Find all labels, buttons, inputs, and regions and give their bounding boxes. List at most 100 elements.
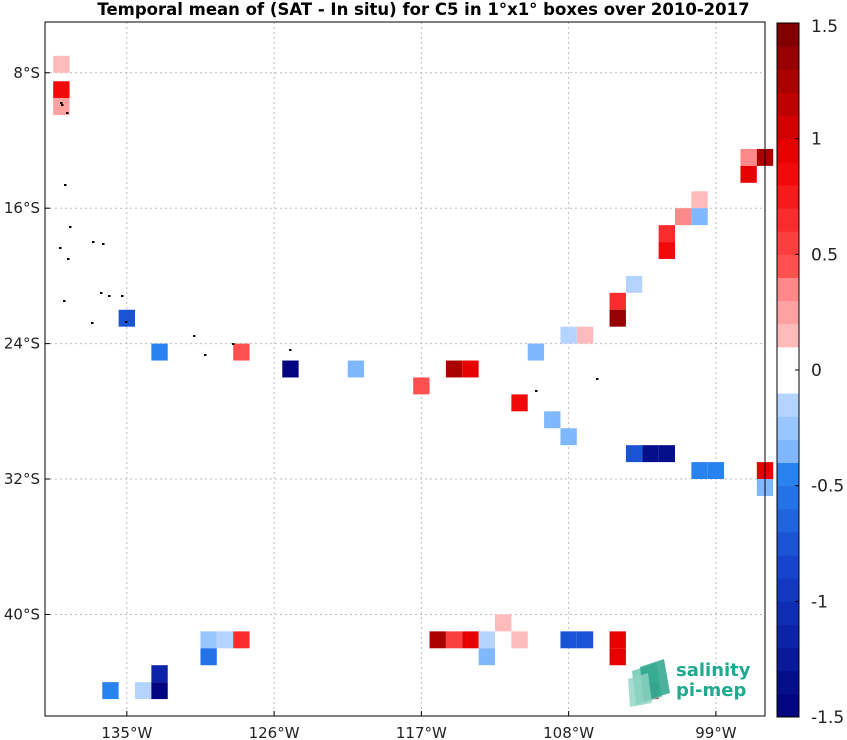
heatmap-cell xyxy=(445,631,463,649)
chart-title: Temporal mean of (SAT - In situ) for C5 … xyxy=(97,0,750,19)
heatmap-cells xyxy=(53,55,774,700)
heatmap-cell xyxy=(691,462,708,480)
plot-frame xyxy=(44,21,766,717)
colorbar-segment xyxy=(777,23,799,47)
heatmap-cell xyxy=(658,445,675,463)
y-axis: 8°S 16°S 24°S 32°S 40°S xyxy=(4,64,50,623)
heatmap-cell xyxy=(740,165,757,183)
colorbar-segment xyxy=(777,439,799,464)
y-tick-label: 40°S xyxy=(4,605,40,623)
colorbar-segment xyxy=(777,69,799,93)
heatmap-cell xyxy=(511,394,528,412)
heatmap-cell xyxy=(609,631,626,649)
heatmap-cell xyxy=(462,631,479,649)
x-tick-label: 126°W xyxy=(249,724,300,740)
heatmap-cell xyxy=(151,682,168,700)
island-speck xyxy=(61,104,64,106)
heatmap-cell xyxy=(740,148,757,166)
heatmap-cell xyxy=(53,81,70,99)
colorbar-segment xyxy=(777,555,799,579)
heatmap-cell xyxy=(560,428,577,446)
colorbar-tick-label: 1.5 xyxy=(811,17,838,37)
colorbar-segment xyxy=(777,254,799,278)
heatmap-cell xyxy=(216,631,234,649)
island-speck xyxy=(66,112,69,114)
colorbar-segment xyxy=(777,370,799,394)
y-tick-label: 32°S xyxy=(4,470,40,488)
heatmap-cell xyxy=(609,648,626,666)
heatmap-cell xyxy=(658,225,675,243)
island-speck xyxy=(92,241,95,243)
colorbar: 1.5 1 0.5 0 -0.5 -1 -1.5 xyxy=(776,17,844,728)
heatmap-cell xyxy=(691,208,708,226)
heatmap-cell xyxy=(609,309,626,327)
island-speck xyxy=(289,349,292,351)
colorbar-segment xyxy=(777,346,799,371)
heatmap-cell xyxy=(707,462,725,480)
logo-text-salinity: salinity xyxy=(676,660,751,681)
y-tick-label: 24°S xyxy=(4,335,40,353)
island-speck xyxy=(59,247,62,249)
heatmap-cell xyxy=(413,377,430,395)
heatmap-cell xyxy=(495,614,512,632)
island-speck xyxy=(121,295,124,297)
heatmap-cell xyxy=(625,275,643,293)
heatmap-cell xyxy=(691,191,708,209)
x-axis: 135°W 126°W 117°W 108°W 99°W xyxy=(101,711,737,740)
colorbar-segment xyxy=(777,138,799,163)
island-speck xyxy=(64,184,67,186)
heatmap-cell xyxy=(511,631,528,649)
island-speck xyxy=(535,390,538,392)
x-tick-label: 108°W xyxy=(543,724,594,740)
island-speck xyxy=(108,295,111,297)
heatmap-cell xyxy=(53,98,70,116)
island-speck xyxy=(193,335,196,337)
colorbar-segment xyxy=(777,578,799,602)
island-speck xyxy=(63,300,66,302)
island-speck xyxy=(100,292,103,294)
heatmap-cell xyxy=(560,326,577,344)
colorbar-tick-label: -0.5 xyxy=(811,477,844,497)
logo-text-pi-mep: pi-mep xyxy=(676,680,747,701)
x-tick-label: 117°W xyxy=(396,724,447,740)
colorbar-segment xyxy=(777,601,799,625)
colorbar-tick-label: 0 xyxy=(811,361,822,381)
colorbar-segment xyxy=(777,184,799,209)
heatmap-cell xyxy=(233,343,250,361)
colorbar-segment xyxy=(777,670,799,695)
colorbar-segment xyxy=(777,92,799,117)
heatmap-cell xyxy=(609,292,626,310)
heatmap-cell xyxy=(675,208,692,226)
island-speck xyxy=(125,321,128,323)
island-speck xyxy=(67,258,70,260)
y-tick-label: 8°S xyxy=(13,64,40,82)
colorbar-segment xyxy=(777,46,799,70)
heatmap-cell xyxy=(429,631,446,649)
heatmap-cell xyxy=(658,242,675,259)
heatmap-cell xyxy=(544,411,561,429)
island-speck xyxy=(204,354,207,356)
heatmap-cell xyxy=(135,682,152,700)
colorbar-segment xyxy=(777,508,799,533)
colorbar-segment xyxy=(777,115,799,140)
heatmap-cell xyxy=(200,631,217,649)
colorbar-segment xyxy=(777,208,799,232)
colorbar-segment xyxy=(777,323,799,348)
colorbar-tick-label: -1.5 xyxy=(811,708,844,728)
colorbar-segment xyxy=(777,161,799,186)
land-dots xyxy=(59,102,599,392)
heatmap-cell xyxy=(118,309,135,327)
colorbar-segment xyxy=(777,277,799,302)
heatmap-cell xyxy=(151,665,168,683)
heatmap-cell xyxy=(478,648,495,666)
heatmap-cell xyxy=(445,360,463,378)
island-speck xyxy=(596,378,599,380)
colorbar-segment xyxy=(777,624,799,649)
colorbar-segment xyxy=(777,393,799,417)
heatmap-cell xyxy=(233,631,250,649)
colorbar-segment xyxy=(777,647,799,672)
heatmap-cell xyxy=(53,55,70,73)
island-speck xyxy=(102,243,105,245)
colorbar-tick-label: 1 xyxy=(811,130,822,150)
